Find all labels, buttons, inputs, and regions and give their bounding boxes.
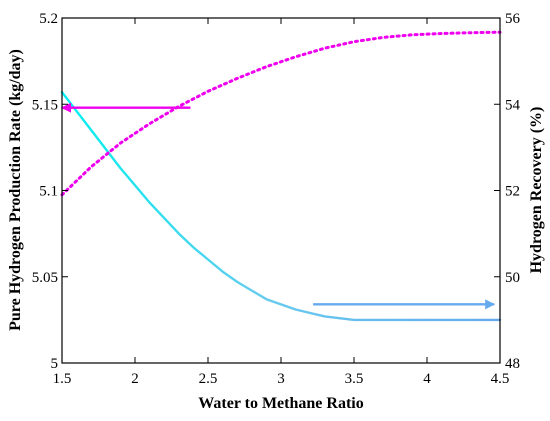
x-tick-label: 4: [423, 371, 431, 387]
y-right-tick-label: 50: [505, 270, 520, 286]
y-axis-right-title: Hydrogen Recovery (%): [528, 107, 545, 274]
x-tick-label: 2.5: [199, 371, 218, 387]
x-tick-label: 3: [277, 371, 285, 387]
y-right-tick-label: 54: [505, 97, 521, 113]
y-axis-left-title: Pure Hydrogen Production Rate (kg/day): [7, 49, 24, 331]
x-tick-label: 1.5: [53, 371, 72, 387]
plot-frame: [61, 17, 501, 364]
y-left-tick-label: 5.15: [32, 97, 58, 113]
x-tick-label: 4.5: [491, 371, 510, 387]
arrow-layer: [61, 102, 496, 310]
series-line-2-right: [60, 30, 502, 197]
x-axis-title: Water to Methane Ratio: [198, 395, 363, 412]
series-line-1-left: [60, 90, 502, 322]
tick-layer: 1.5 2 2.5 3 3.5 4 4.5 5 5.05 5.1 5.15 5.2 48 50 52 54 56: [32, 11, 521, 387]
x-tick-label: 3.5: [345, 371, 364, 387]
x-tick-label: 2: [131, 371, 139, 387]
y-left-tick-label: 5.2: [39, 11, 58, 27]
y-left-tick-label: 5: [51, 356, 59, 372]
series-layer: [60, 30, 502, 322]
y-left-tick-label: 5.1: [39, 184, 58, 200]
y-right-tick-label: 52: [505, 184, 520, 200]
y-right-tick-label: 48: [505, 356, 520, 372]
y-right-tick-label: 56: [505, 11, 521, 27]
y-left-tick-label: 5.05: [32, 270, 58, 286]
